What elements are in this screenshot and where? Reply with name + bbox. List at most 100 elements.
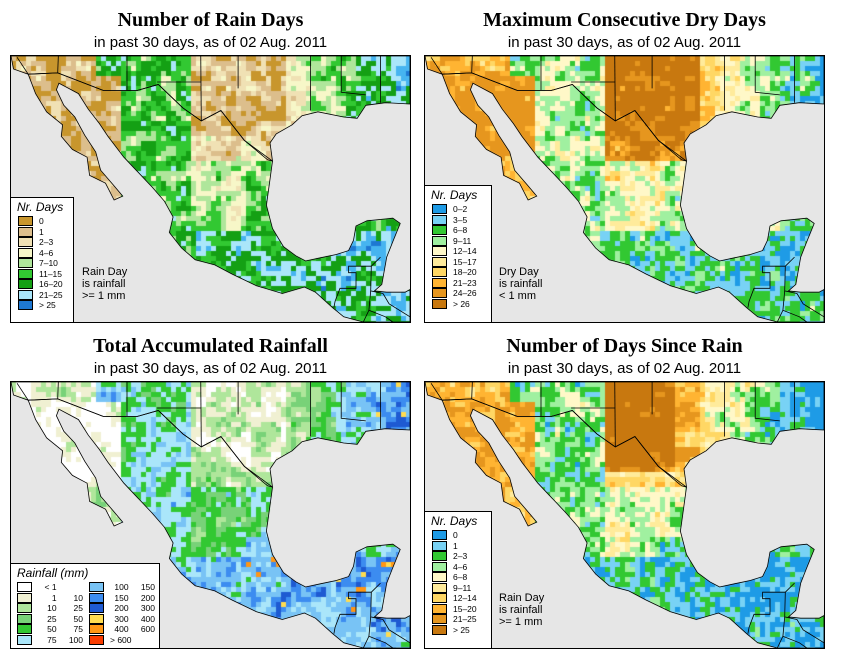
legend-swatch [432,298,447,309]
legend-label: 21–25 [39,289,63,300]
coastline [11,382,410,648]
legend-item: 12–14 [425,593,491,604]
legend-item: 3–5 [425,214,491,226]
legend-label: > 25 [39,300,56,311]
note-line: is rainfall [499,278,543,290]
legend-range-high: 300 [140,603,155,614]
legend-swatch [18,247,33,258]
legend-swatch [18,268,33,279]
legend-item: 100 150 [83,582,155,593]
political-border [442,72,687,162]
legend-swatch [432,614,447,625]
panel-days-since-rain: Number of Days Since Rain in past 30 day… [422,334,827,649]
legend-rows: < 1 100 150 1 10 150 200 10 25 200 300 25 50 300 400 50… [11,582,159,648]
legend-swatch [89,592,104,603]
political-border [362,290,372,322]
note-line: < 1 mm [499,290,536,302]
legend-item: 15–17 [425,256,491,268]
political-border [368,309,394,322]
legend-swatch [432,225,447,236]
legend-item: 0–2 [425,204,491,215]
legend-swatch [17,613,32,624]
legend-label: 1 [39,226,44,237]
legend-label: 0 [453,530,458,541]
legend-item: 11–15 [11,268,73,280]
legend-title: Nr. Days [17,200,64,214]
legend-item: 10 25 [11,603,83,614]
political-border [747,256,795,308]
legend-label: 15–17 [453,256,477,267]
legend-range-high: 400 [140,613,155,624]
legend-label: 15–20 [453,603,477,614]
legend-swatch [89,603,104,614]
legend-range-high: 50 [73,613,83,624]
legend-swatch [432,603,447,614]
legend-label: 1 [453,540,458,551]
political-border [57,56,59,73]
legend-title: Rainfall (mm) [17,566,89,580]
legend-item: 6–8 [425,572,491,583]
political-border [200,382,202,447]
political-border [28,72,273,162]
legend-item: 400 600 [83,624,155,635]
legend-item: 21–25 [11,289,73,301]
legend-swatch [432,235,447,246]
political-border [382,619,410,644]
legend-range-low: 1 [51,592,57,603]
legend-swatch [89,624,104,635]
legend-swatch [432,582,447,593]
legend-title: Nr. Days [431,188,478,202]
legend-swatch [18,300,33,311]
panel-title: Number of Days Since Rain [506,335,743,357]
legend-item: 16–20 [11,279,73,290]
legend-label: 18–20 [453,267,477,278]
legend-label: 9–11 [453,235,472,246]
political-border [784,592,798,620]
legend-item: 0 [11,216,73,227]
legend-range-low: 10 [47,603,57,614]
legend-swatch [432,593,447,604]
legend: Nr. Days 0 1 2–3 4–6 6–8 9–11 12–14 15–20 21–25 >… [425,511,492,648]
legend-swatch [432,288,447,299]
note-line: >= 1 mm [82,290,126,302]
legend-label: 0 [39,216,44,227]
map-raster [11,56,410,322]
map-days-since-rain: Nr. Days 0 1 2–3 4–6 6–8 9–11 12–14 15–20 21–25 >… [424,381,825,649]
political-border [333,582,381,634]
legend-item: 4–6 [11,247,73,259]
legend-range-high: 25 [73,603,83,614]
coastline [425,382,824,648]
political-border [370,592,384,620]
note-line: is rainfall [82,278,126,290]
legend-range-high: 150 [140,582,155,593]
political-border [57,382,59,399]
legend-label: 24–26 [453,288,477,299]
legend-item: 1 [11,226,73,238]
panel-subtitle: in past 30 days, as of 02 Aug. 2011 [507,34,742,51]
legend-item: 21–25 [425,614,491,625]
legend-label: > 26 [453,298,470,309]
legend-item: 7–10 [11,258,73,269]
panel-title: Maximum Consecutive Dry Days [483,9,766,31]
political-border [333,256,381,308]
map-rain-days: Nr. Days 0 1 2–3 4–6 7–10 11–15 16–20 21–25 > 25… [10,55,411,323]
legend-swatch [89,582,104,593]
legend-swatch [89,613,104,624]
legend-item: 21–23 [425,277,491,289]
political-border [754,56,780,96]
legend-item: 300 400 [83,613,155,625]
border-lines [425,56,824,322]
legend-swatch [432,267,447,278]
note-line: Dry Day [499,266,539,278]
border-lines [11,382,410,648]
legend-swatch [18,258,33,269]
legend: Nr. Days 0 1 2–3 4–6 7–10 11–15 16–20 21–25 > 25 [11,197,74,322]
note-line: >= 1 mm [499,616,543,628]
legend-item: 15–20 [425,603,491,615]
legend-range-low: 300 [114,613,129,624]
coastline [425,56,824,322]
legend-item: 24–26 [425,288,491,299]
panel-title: Number of Rain Days [117,9,304,31]
legend-item: 1 10 [11,592,83,604]
legend-item: 12–14 [425,246,491,257]
